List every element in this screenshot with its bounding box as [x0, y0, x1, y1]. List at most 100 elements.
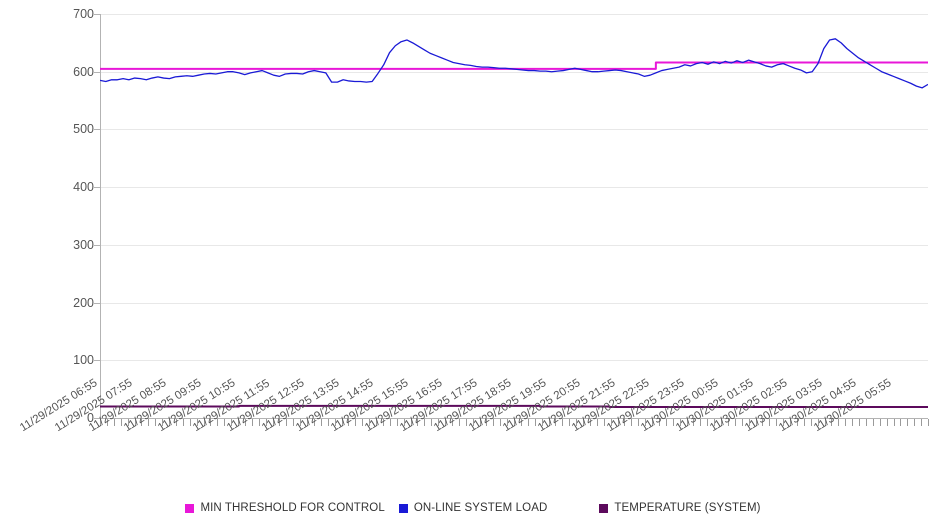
plot-area — [100, 14, 928, 418]
gridline — [100, 72, 928, 73]
x-tick-minor — [680, 419, 681, 426]
x-tick-minor — [611, 419, 612, 426]
x-tick-minor — [197, 419, 198, 426]
x-tick-minor — [907, 419, 908, 426]
x-tick-minor — [155, 419, 156, 426]
x-tick-minor — [307, 419, 308, 426]
x-tick-minor — [852, 419, 853, 426]
x-tick-minor — [569, 419, 570, 426]
gridline — [100, 129, 928, 130]
x-tick-minor — [562, 419, 563, 426]
x-tick-minor — [866, 419, 867, 426]
x-tick-minor — [328, 419, 329, 426]
legend-item[interactable]: ON-LINE SYSTEM LOAD — [398, 502, 548, 514]
x-tick-minor — [804, 419, 805, 426]
chart-legend: MIN THRESHOLD FOR CONTROL ON-LINE SYSTEM … — [0, 498, 946, 518]
x-tick-minor — [466, 419, 467, 426]
x-tick-minor — [210, 419, 211, 426]
x-tick-minor — [618, 419, 619, 426]
legend-swatch-icon — [185, 503, 195, 513]
series-svg — [100, 38, 928, 409]
x-tick-minor — [818, 419, 819, 426]
x-tick-minor — [928, 419, 929, 426]
x-tick-minor — [169, 419, 170, 426]
x-tick-minor — [790, 419, 791, 426]
y-tick-label: 400 — [73, 180, 94, 195]
x-tick-minor — [728, 419, 729, 426]
x-tick-minor — [742, 419, 743, 426]
x-tick-minor — [776, 419, 777, 426]
x-tick-minor — [493, 419, 494, 426]
x-tick-minor — [735, 419, 736, 426]
y-tick-label: 300 — [73, 237, 94, 252]
x-tick-minor — [252, 419, 253, 426]
x-tick-minor — [721, 419, 722, 426]
y-tick-mark — [94, 360, 100, 361]
x-tick-minor — [100, 419, 101, 426]
y-tick-mark — [94, 129, 100, 130]
x-tick-minor — [342, 419, 343, 426]
x-tick-minor — [756, 419, 757, 426]
x-tick-minor — [583, 419, 584, 426]
y-tick-label: 200 — [73, 295, 94, 310]
x-tick-minor — [576, 419, 577, 426]
legend-item[interactable]: TEMPERATURE (SYSTEM) — [599, 502, 760, 514]
x-tick-minor — [769, 419, 770, 426]
x-tick-minor — [321, 419, 322, 426]
x-tick-minor — [624, 419, 625, 426]
x-tick-minor — [507, 419, 508, 426]
x-tick-minor — [604, 419, 605, 426]
x-tick-minor — [921, 419, 922, 426]
x-tick-minor — [424, 419, 425, 426]
y-tick-label: 500 — [73, 122, 94, 137]
x-tick-minor — [231, 419, 232, 426]
x-tick-minor — [417, 419, 418, 426]
x-tick-minor — [335, 419, 336, 426]
x-tick-minor — [314, 419, 315, 426]
y-tick-mark — [94, 14, 100, 15]
x-tick-minor — [217, 419, 218, 426]
x-tick-minor — [259, 419, 260, 426]
x-tick-minor — [831, 419, 832, 426]
x-tick-minor — [445, 419, 446, 426]
x-tick-minor — [300, 419, 301, 426]
x-tick-minor — [266, 419, 267, 426]
x-tick-minor — [431, 419, 432, 426]
x-tick-minor — [376, 419, 377, 426]
x-tick-minor — [880, 419, 881, 426]
x-tick-minor — [500, 419, 501, 426]
x-tick-minor — [411, 419, 412, 426]
x-tick-minor — [555, 419, 556, 426]
x-tick-minor — [245, 419, 246, 426]
x-tick-minor — [549, 419, 550, 426]
x-tick-minor — [459, 419, 460, 426]
x-tick-minor — [204, 419, 205, 426]
x-tick-minor — [900, 419, 901, 426]
x-tick-minor — [176, 419, 177, 426]
x-tick-minor — [293, 419, 294, 426]
x-tick-minor — [838, 419, 839, 426]
legend-item[interactable]: MIN THRESHOLD FOR CONTROL — [185, 502, 385, 514]
x-tick-minor — [631, 419, 632, 426]
x-tick-minor — [894, 419, 895, 426]
x-tick-minor — [114, 419, 115, 426]
x-tick-minor — [397, 419, 398, 426]
x-tick-minor — [183, 419, 184, 426]
y-tick-label: 600 — [73, 64, 94, 79]
x-tick-minor — [887, 419, 888, 426]
x-tick-minor — [238, 419, 239, 426]
legend-label: TEMPERATURE (SYSTEM) — [614, 502, 761, 514]
gridline — [100, 360, 928, 361]
x-tick-minor — [355, 419, 356, 426]
x-tick-minor — [714, 419, 715, 426]
x-tick-minor — [707, 419, 708, 426]
x-tick-minor — [528, 419, 529, 426]
x-tick-minor — [348, 419, 349, 426]
x-tick-minor — [673, 419, 674, 426]
y-tick-mark — [94, 245, 100, 246]
y-tick-mark — [94, 418, 100, 419]
y-tick-mark — [94, 187, 100, 188]
x-tick-minor — [845, 419, 846, 426]
x-tick-minor — [687, 419, 688, 426]
